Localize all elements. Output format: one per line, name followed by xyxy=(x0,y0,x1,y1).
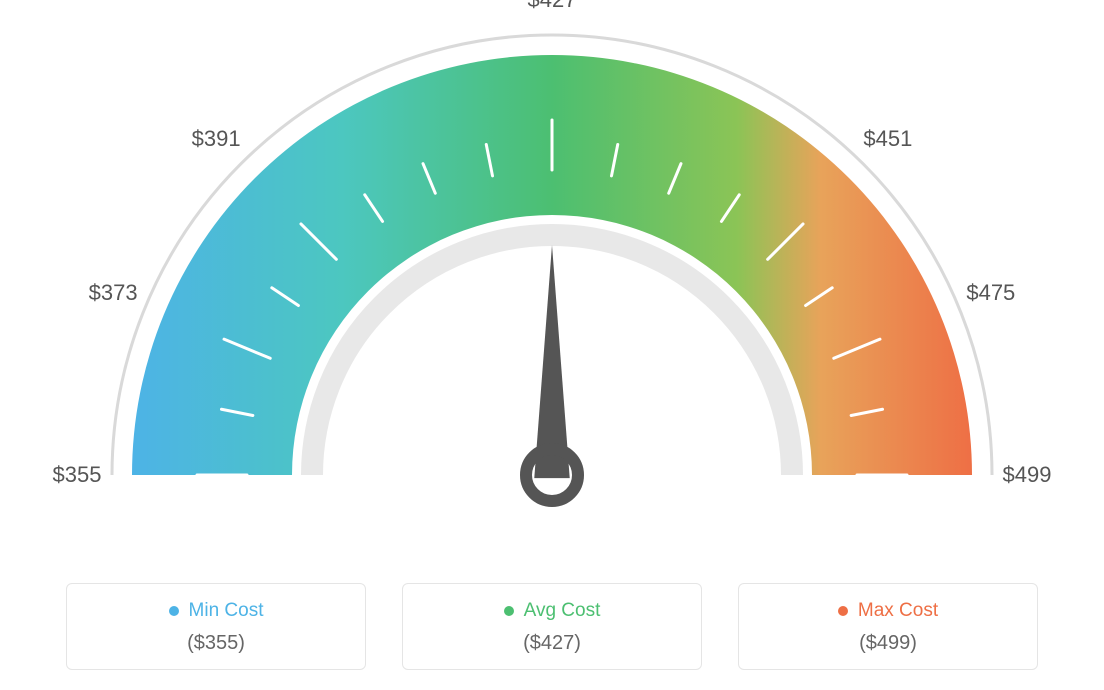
gauge-tick-label: $391 xyxy=(192,126,241,152)
legend-dot-max xyxy=(838,606,848,616)
gauge-tick-label: $475 xyxy=(966,280,1015,306)
gauge-tick-label: $499 xyxy=(1003,462,1052,488)
legend-card-min: Min Cost ($355) xyxy=(66,583,366,670)
legend-row: Min Cost ($355) Avg Cost ($427) Max Cost… xyxy=(0,583,1104,670)
legend-dot-avg xyxy=(504,606,514,616)
legend-value-min: ($355) xyxy=(75,632,357,655)
gauge-chart: $355 $373 $391 $427 $451 $475 $499 xyxy=(0,0,1104,560)
gauge-tick-label: $451 xyxy=(863,126,912,152)
legend-title-avg: Avg Cost xyxy=(504,600,601,622)
gauge-tick-label: $355 xyxy=(53,462,102,488)
gauge-svg xyxy=(0,0,1104,560)
legend-dot-min xyxy=(169,606,179,616)
legend-value-avg: ($427) xyxy=(411,632,693,655)
legend-card-max: Max Cost ($499) xyxy=(738,583,1038,670)
gauge-tick-label: $427 xyxy=(528,0,577,13)
legend-title-min: Min Cost xyxy=(169,600,264,622)
gauge-tick-label: $373 xyxy=(89,280,138,306)
legend-title-max: Max Cost xyxy=(838,600,938,622)
legend-value-max: ($499) xyxy=(747,632,1029,655)
legend-card-avg: Avg Cost ($427) xyxy=(402,583,702,670)
legend-label-max: Max Cost xyxy=(858,600,938,622)
legend-label-min: Min Cost xyxy=(189,600,264,622)
legend-label-avg: Avg Cost xyxy=(524,600,601,622)
